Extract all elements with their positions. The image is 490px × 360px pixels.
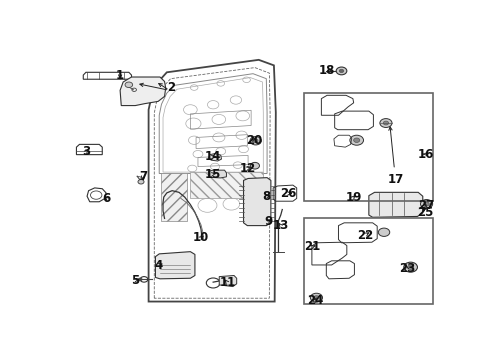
Bar: [304, 93, 434, 201]
Circle shape: [378, 228, 390, 237]
Polygon shape: [161, 174, 187, 221]
Text: 19: 19: [345, 190, 362, 203]
Text: 8: 8: [262, 190, 270, 203]
Circle shape: [253, 139, 258, 143]
Circle shape: [383, 121, 389, 125]
Circle shape: [250, 162, 260, 169]
Circle shape: [380, 118, 392, 127]
Polygon shape: [190, 172, 263, 198]
Text: 13: 13: [272, 219, 289, 232]
Text: 3: 3: [82, 145, 90, 158]
Text: 12: 12: [239, 162, 255, 175]
Text: 5: 5: [131, 274, 140, 287]
Text: 15: 15: [205, 167, 221, 180]
Circle shape: [336, 67, 347, 75]
Polygon shape: [244, 177, 271, 226]
Circle shape: [138, 278, 142, 281]
Text: 24: 24: [307, 294, 323, 307]
Circle shape: [138, 180, 144, 184]
Text: 7: 7: [139, 170, 147, 183]
Circle shape: [250, 136, 261, 145]
Circle shape: [424, 202, 429, 206]
Circle shape: [314, 296, 319, 300]
Polygon shape: [209, 153, 221, 161]
Text: 26: 26: [280, 187, 296, 200]
Bar: [304, 218, 434, 304]
Text: 27: 27: [417, 199, 434, 212]
Polygon shape: [219, 275, 237, 287]
Circle shape: [404, 262, 417, 272]
Text: 14: 14: [205, 150, 221, 163]
Circle shape: [408, 265, 414, 269]
Text: 21: 21: [304, 240, 320, 253]
Text: 23: 23: [399, 262, 415, 275]
Text: 20: 20: [246, 134, 262, 147]
Polygon shape: [155, 252, 195, 279]
Text: 16: 16: [417, 148, 434, 161]
Text: 11: 11: [220, 276, 236, 289]
Polygon shape: [369, 192, 423, 217]
Circle shape: [420, 199, 433, 208]
Circle shape: [354, 138, 360, 143]
Text: 4: 4: [154, 259, 162, 272]
Polygon shape: [209, 170, 226, 178]
Text: 25: 25: [417, 206, 434, 219]
Text: 18: 18: [319, 64, 335, 77]
Text: 9: 9: [264, 215, 272, 228]
Text: 10: 10: [193, 231, 209, 244]
Text: 22: 22: [357, 229, 373, 242]
Circle shape: [310, 293, 322, 302]
Circle shape: [339, 69, 344, 73]
Text: 17: 17: [387, 127, 404, 185]
Circle shape: [125, 82, 133, 87]
Circle shape: [350, 135, 364, 145]
Text: 6: 6: [103, 192, 111, 205]
Polygon shape: [120, 77, 166, 105]
Text: 2: 2: [167, 81, 175, 94]
Text: 1: 1: [116, 69, 124, 82]
